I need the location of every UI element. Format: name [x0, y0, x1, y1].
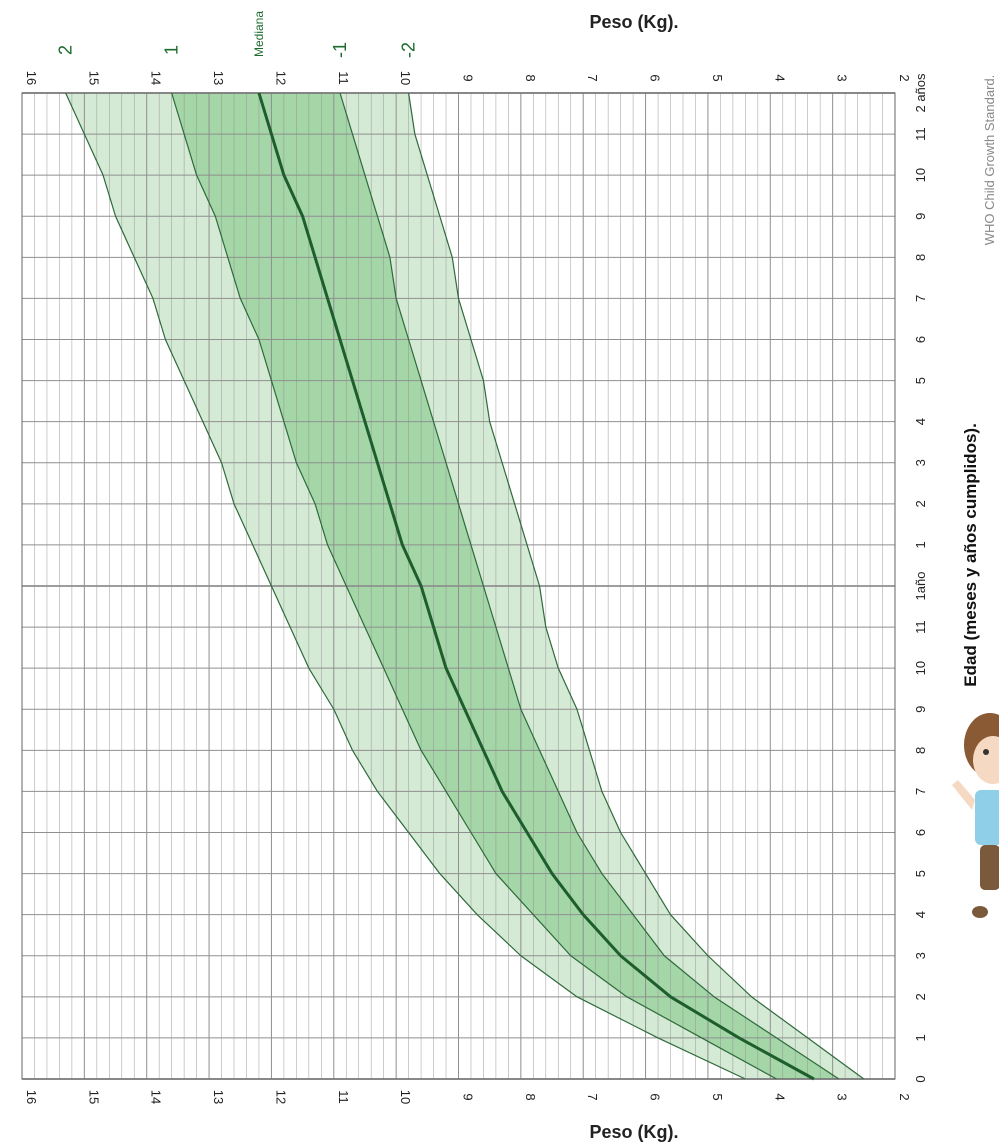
weight-tick-top: 12	[273, 71, 288, 85]
weight-tick-top: 9	[461, 74, 476, 81]
series-line-sd	[339, 92, 840, 1080]
z-score-label: Mediana	[252, 11, 266, 57]
weight-axis-title-bottom: Peso (Kg).	[589, 1122, 678, 1142]
age-tick-label: 2	[913, 500, 928, 507]
weight-tick-top: 2	[897, 74, 912, 81]
weight-tick-bottom: 4	[772, 1093, 787, 1100]
weight-tick-top: 5	[710, 74, 725, 81]
series-line-sd	[171, 92, 777, 1080]
weight-tick-top: 3	[835, 74, 850, 81]
credit-text: WHO Child Growth Standard.	[982, 75, 997, 246]
weight-tick-top: 16	[24, 71, 39, 85]
plot-frame	[21, 92, 896, 1080]
weight-tick-top: 15	[86, 71, 101, 85]
age-tick-label: 7	[913, 788, 928, 795]
weight-tick-bottom: 11	[336, 1090, 351, 1104]
age-tick-label: 5	[913, 377, 928, 384]
weight-tick-bottom: 3	[835, 1093, 850, 1100]
weight-tick-bottom: 6	[648, 1093, 663, 1100]
age-tick-label: 2	[913, 993, 928, 1000]
weight-tick-bottom: 14	[149, 1090, 164, 1104]
age-tick-label: 1año	[913, 572, 928, 601]
weight-tick-bottom: 10	[398, 1090, 413, 1104]
weight-tick-bottom: 7	[585, 1093, 600, 1100]
baby-illustration	[952, 713, 999, 918]
age-tick-label: 11	[913, 620, 928, 634]
age-tick-label: 9	[913, 213, 928, 220]
age-tick-label: 3	[913, 952, 928, 959]
weight-tick-top: 10	[398, 71, 413, 85]
age-tick-label: 8	[913, 254, 928, 261]
weight-tick-top: 13	[211, 71, 226, 85]
weight-axis-title-top: Peso (Kg).	[589, 12, 678, 32]
z-score-label: -2	[399, 42, 419, 58]
z-score-labels: 2 1 Mediana -1 -2	[56, 11, 419, 58]
weight-tick-bottom: 16	[24, 1090, 39, 1104]
weight-tick-top: 4	[772, 74, 787, 81]
weight-tick-top: 11	[336, 71, 351, 85]
age-tick-label: 1	[913, 1034, 928, 1041]
series-line-sd	[65, 92, 746, 1080]
age-axis-title: Edad (meses y años cumplidos).	[961, 423, 980, 687]
z-score-label: -1	[330, 42, 350, 58]
weight-tick-bottom: 8	[523, 1093, 538, 1100]
weight-tick-bottom: 2	[897, 1093, 912, 1100]
age-tick-label: 9	[913, 706, 928, 713]
weight-tick-top: 6	[648, 74, 663, 81]
age-tick-label: 1	[913, 541, 928, 548]
weight-tick-bottom: 5	[710, 1093, 725, 1100]
weight-tick-top: 7	[585, 74, 600, 81]
age-tick-label: 8	[913, 747, 928, 754]
series-line-sd	[408, 92, 865, 1080]
age-tick-label: 11	[913, 127, 928, 141]
weight-tick-bottom: 15	[86, 1090, 101, 1104]
age-tick-label: 4	[913, 418, 928, 425]
weight-tick-top: 14	[149, 71, 164, 85]
weight-tick-top: 8	[523, 74, 538, 81]
weight-tick-bottom: 12	[273, 1090, 288, 1104]
weight-tick-bottom: 9	[461, 1093, 476, 1100]
age-tick-label: 3	[913, 459, 928, 466]
age-tick-label: 0	[913, 1075, 928, 1082]
z-score-label: 2	[56, 45, 76, 55]
tick-labels: 2233445566778899101011111212131314141515…	[24, 71, 928, 1104]
series-line-mediana	[257, 92, 815, 1081]
age-tick-label: 4	[913, 911, 928, 918]
age-tick-label: 2 años	[913, 73, 928, 113]
age-tick-label: 5	[913, 870, 928, 877]
age-tick-label: 10	[913, 168, 928, 182]
age-tick-label: 10	[913, 661, 928, 675]
sd-lines	[65, 92, 865, 1081]
age-tick-label: 7	[913, 295, 928, 302]
weight-tick-bottom: 13	[211, 1090, 226, 1104]
age-tick-label: 6	[913, 336, 928, 343]
age-tick-label: 6	[913, 829, 928, 836]
z-score-label: 1	[162, 45, 182, 55]
